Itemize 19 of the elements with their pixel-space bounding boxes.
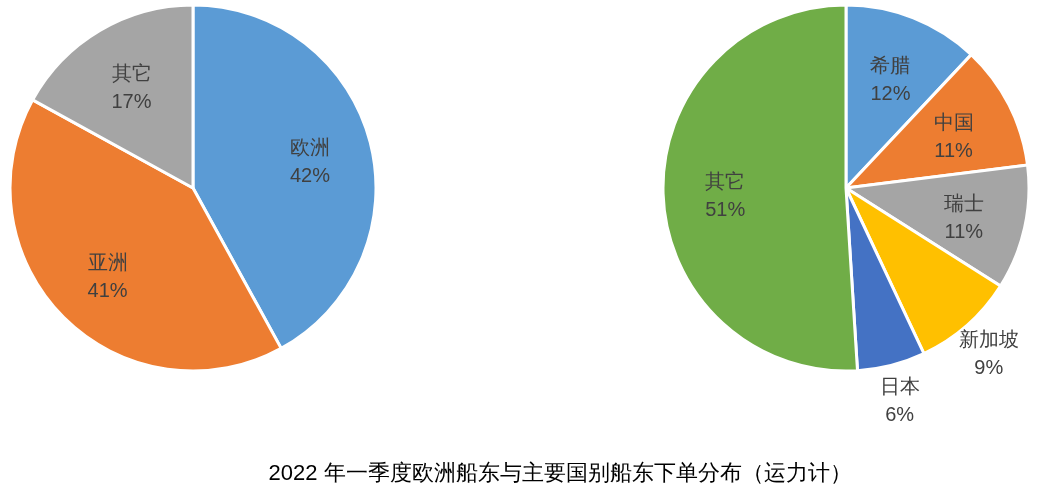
slice-label: 亚洲: [87, 251, 128, 274]
data-label: 17%: [111, 90, 152, 113]
data-label: 41%: [87, 279, 128, 302]
slice-label: 日本: [879, 375, 920, 398]
data-label: 11%: [934, 139, 974, 162]
slice-label: 希腊: [870, 53, 911, 76]
data-label: 42%: [289, 163, 331, 186]
slice-label: 瑞士: [943, 192, 984, 215]
slice-label: 中国: [933, 111, 974, 134]
slice-label: 其它: [111, 62, 152, 85]
slice-label: 其它: [705, 169, 746, 192]
data-label: 6%: [885, 403, 915, 426]
data-label: 51%: [705, 197, 746, 220]
slice-label: 欧洲: [289, 135, 330, 158]
data-label: 11%: [944, 220, 984, 243]
slice-label: 新加坡: [958, 327, 1019, 350]
text: 2022 年一季度欧洲船东与主要国别船东下单分布（运力计）: [268, 460, 852, 485]
data-label: 12%: [870, 81, 911, 104]
data-label: 9%: [974, 355, 1004, 378]
